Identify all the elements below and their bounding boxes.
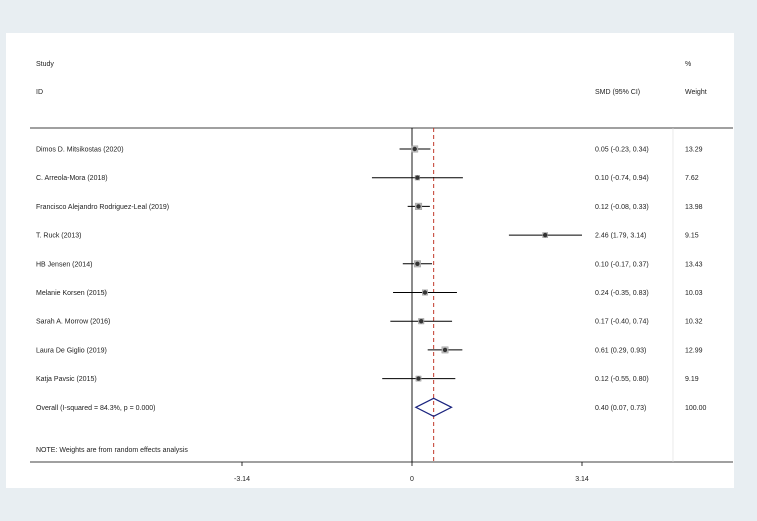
overall-diamond <box>414 397 453 417</box>
ci-label: 0.10 (-0.74, 0.94) <box>595 175 649 182</box>
x-tick-label: -3.14 <box>234 476 250 483</box>
point-estimate <box>416 376 421 381</box>
overall-ci-label: 0.40 (0.07, 0.73) <box>595 405 646 412</box>
ci-label: 0.10 (-0.17, 0.37) <box>595 261 649 268</box>
overall-label: Overall (I-squared = 84.3%, p = 0.000) <box>36 405 155 412</box>
study-label: Sarah A. Morrow (2016) <box>36 319 110 326</box>
note-text: NOTE: Weights are from random effects an… <box>36 447 188 454</box>
ci-label: 0.61 (0.29, 0.93) <box>595 347 646 354</box>
weight-label: 12.99 <box>685 347 703 354</box>
header-id: ID <box>36 89 43 96</box>
ci-label: 2.46 (1.79, 3.14) <box>595 233 646 240</box>
point-estimate <box>415 175 420 180</box>
point-estimate <box>442 347 448 353</box>
study-label: C. Arreola-Mora (2018) <box>36 175 108 182</box>
weight-label: 7.62 <box>685 175 699 182</box>
weight-label: 9.15 <box>685 233 699 240</box>
study-label: Katja Pavsic (2015) <box>36 376 97 383</box>
study-label: Francisco Alejandro Rodriguez-Leal (2019… <box>36 204 169 211</box>
study-label: Melanie Korsen (2015) <box>36 290 107 297</box>
point-estimate <box>412 146 417 152</box>
header-pct: % <box>685 61 691 68</box>
study-label: Laura De Giglio (2019) <box>36 347 107 354</box>
weight-label: 10.32 <box>685 319 703 326</box>
header-effect: SMD (95% CI) <box>595 89 640 96</box>
ci-label: 0.12 (-0.55, 0.80) <box>595 376 649 383</box>
plot-panel <box>6 33 734 488</box>
ci-label: 0.12 (-0.08, 0.33) <box>595 204 649 211</box>
x-tick-label: 3.14 <box>575 476 589 483</box>
point-estimate <box>422 290 428 295</box>
ci-label: 0.05 (-0.23, 0.34) <box>595 147 649 154</box>
point-estimate <box>415 261 420 266</box>
weight-label: 10.03 <box>685 290 703 297</box>
point-estimate <box>416 204 421 209</box>
weight-label: 13.98 <box>685 204 703 211</box>
header-study: Study <box>36 61 54 68</box>
x-tick-label: 0 <box>410 476 414 483</box>
point-estimate <box>542 232 548 238</box>
study-label: T. Ruck (2013) <box>36 233 82 240</box>
weight-label: 9.19 <box>685 376 699 383</box>
header-weight: Weight <box>685 89 707 96</box>
ci-label: 0.24 (-0.35, 0.83) <box>595 290 649 297</box>
study-label: Dimos D. Mitsikostas (2020) <box>36 147 124 154</box>
weight-label: 13.43 <box>685 261 703 268</box>
point-estimate <box>419 319 424 324</box>
study-label: HB Jensen (2014) <box>36 261 92 268</box>
weight-label: 13.29 <box>685 147 703 154</box>
ci-label: 0.17 (-0.40, 0.74) <box>595 319 649 326</box>
overall-weight-label: 100.00 <box>685 405 707 412</box>
